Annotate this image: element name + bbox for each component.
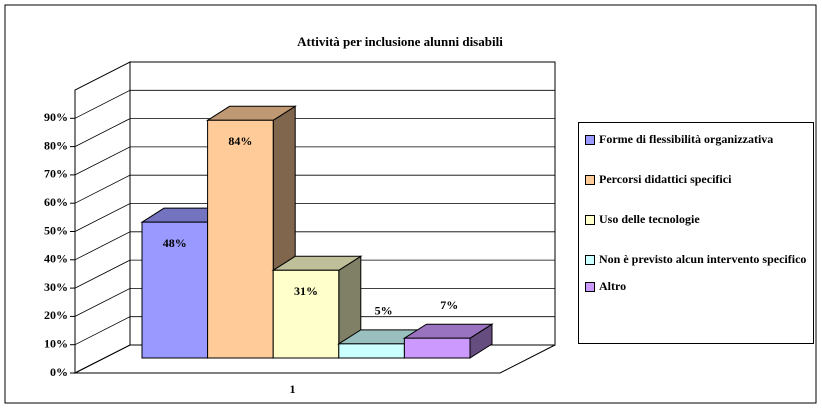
grid-line [74,203,555,232]
bar [403,337,471,359]
y-tick-label: 70% [44,167,68,181]
bar [272,269,340,359]
bar [338,343,405,359]
legend: Forme di flessibilità organizzativa Perco… [578,122,814,344]
data-label: 31% [294,284,318,298]
data-label: 84% [228,134,252,148]
grid-line [74,146,555,176]
y-tick-label: 80% [44,138,68,152]
y-tick-label: 30% [44,280,68,294]
legend-label: Forme di flessibilità organizzativa [599,132,774,146]
legend-entry: Forme di flessibilità organizzativa [585,133,809,146]
grid-line [74,287,555,317]
y-tick-label: 90% [44,110,68,124]
bar [141,221,209,359]
legend-swatch [585,175,595,185]
legend-label: Percorsi didattici specifici [599,172,732,186]
data-label: 48% [163,236,187,250]
chart-title: Attività per inclusione alunni disabili [297,34,503,49]
data-label: 7% [440,298,458,312]
grid-line [74,259,555,289]
legend-entry: Uso delle tecnologie [585,213,809,226]
x-tick-label: 1 [290,382,296,396]
legend-label: Altro [599,279,627,293]
grid-line [74,231,555,261]
grid-line [74,89,555,119]
legend-entry: Altro [585,280,809,293]
data-label: 5% [375,304,393,318]
grid-line [74,118,555,147]
y-tick-label: 0% [50,365,68,379]
bar [207,119,274,359]
y-tick-label: 60% [44,195,68,209]
y-tick-label: 20% [44,308,68,322]
y-tick-label: 50% [44,223,68,237]
legend-swatch [585,255,595,265]
y-tick-label: 40% [44,252,68,266]
legend-label: Non è previsto alcun intervento specific… [599,252,807,266]
legend-entry: Non è previsto alcun intervento specific… [585,253,809,266]
grid-line [74,174,555,204]
legend-label: Uso delle tecnologie [599,212,700,226]
legend-entry: Percorsi didattici specifici [585,173,809,186]
grid-line [74,316,555,346]
legend-swatch [585,135,595,145]
y-tick-label: 10% [44,336,68,350]
legend-swatch [585,282,595,292]
legend-swatch [585,215,595,225]
